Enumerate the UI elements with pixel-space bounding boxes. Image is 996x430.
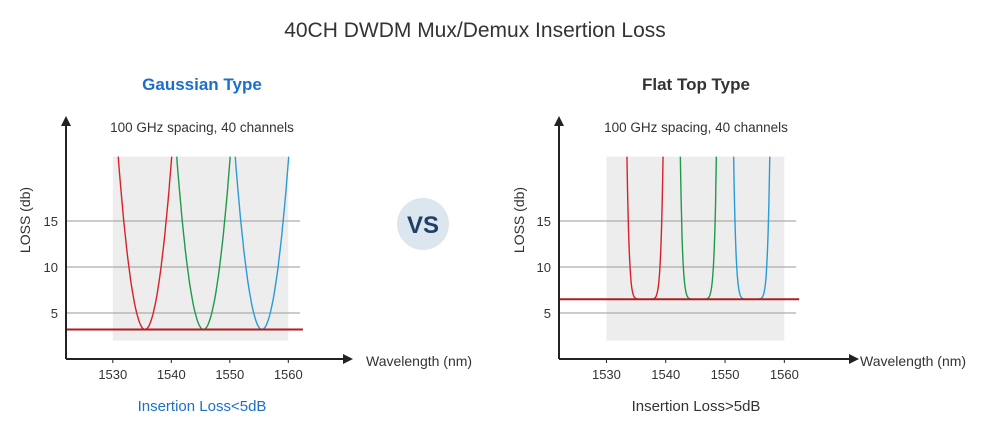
vs-label: VS bbox=[407, 212, 439, 239]
x-tick-label: 1540 bbox=[157, 367, 186, 382]
x-axis-label: Wavelength (nm) bbox=[366, 353, 472, 369]
x-tick-label: 1550 bbox=[711, 367, 740, 382]
flat-top-chart: Flat Top Type 5 10 15 1530 1540 1550 1560 100 GH… bbox=[511, 75, 966, 415]
shaded-band bbox=[112, 156, 289, 341]
insertion-loss-caption: Insertion Loss>5dB bbox=[632, 398, 761, 415]
x-tick-label: 1560 bbox=[274, 367, 303, 382]
panel-title: Flat Top Type bbox=[642, 75, 750, 94]
vs-circle bbox=[397, 198, 449, 250]
x-tick-label: 1560 bbox=[770, 367, 799, 382]
x-tick-label: 1530 bbox=[98, 367, 127, 382]
vs-badge: VS bbox=[397, 198, 449, 250]
x-tick-label: 1550 bbox=[215, 367, 244, 382]
panel-title: Gaussian Type bbox=[142, 75, 262, 94]
insertion-loss-caption: Insertion Loss<5dB bbox=[138, 398, 267, 415]
y-axis-label: LOSS (db) bbox=[17, 187, 33, 253]
y-tick-label: 5 bbox=[51, 306, 58, 321]
y-axis-label: LOSS (db) bbox=[511, 187, 527, 253]
panel-annotation: 100 GHz spacing, 40 channels bbox=[604, 120, 788, 135]
gaussian-chart: Gaussian Type 5 10 15 1530 1540 1550 1560 100 GH… bbox=[17, 75, 472, 415]
x-tick-label: 1530 bbox=[592, 367, 621, 382]
y-tick-label: 10 bbox=[537, 260, 551, 275]
y-tick-label: 10 bbox=[44, 260, 58, 275]
x-tick-label: 1540 bbox=[651, 367, 680, 382]
shaded-band bbox=[606, 156, 785, 341]
figure-title: 40CH DWDM Mux/Demux Insertion Loss bbox=[284, 19, 666, 42]
panel-annotation: 100 GHz spacing, 40 channels bbox=[110, 120, 294, 135]
y-tick-label: 15 bbox=[44, 214, 58, 229]
x-axis-label: Wavelength (nm) bbox=[860, 353, 966, 369]
y-tick-label: 5 bbox=[544, 306, 551, 321]
y-tick-label: 15 bbox=[537, 214, 551, 229]
